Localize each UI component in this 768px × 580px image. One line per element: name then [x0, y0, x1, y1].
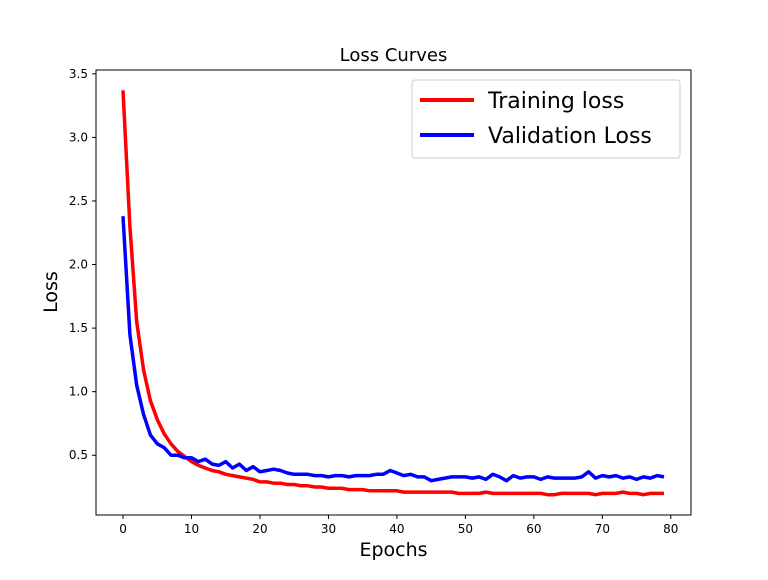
y-tick-label: 1.0 — [69, 385, 88, 399]
axes-frame — [95, 69, 692, 516]
y-tick-label: 0.5 — [69, 448, 88, 462]
y-tick-label: 1.5 — [69, 321, 88, 335]
chart-title: Loss Curves — [340, 45, 448, 66]
y-tick-label: 3.5 — [69, 67, 88, 81]
x-tick-label: 10 — [184, 522, 199, 536]
x-tick-label: 20 — [252, 522, 267, 536]
x-tick-label: 0 — [119, 522, 127, 536]
x-tick-label: 30 — [321, 522, 336, 536]
y-axis-label: Loss — [40, 271, 62, 313]
y-tick-label: 2.0 — [69, 258, 88, 272]
legend-label-validation: Validation Loss — [488, 124, 652, 149]
legend: Training loss Validation Loss — [411, 79, 681, 159]
x-tick-label: 50 — [458, 522, 473, 536]
legend-label-training: Training loss — [487, 89, 624, 114]
x-tick-label: 70 — [595, 522, 610, 536]
x-tick-label: 40 — [389, 522, 404, 536]
plot-area: 0 10 20 30 40 50 60 70 80 0.5 1.0 1.5 2.0 2.5 3.0 3.5 — [69, 67, 692, 536]
legend-frame — [411, 79, 681, 159]
y-tick-label: 2.5 — [69, 194, 88, 208]
series-line-training — [121, 90, 664, 497]
x-tick-label: 60 — [526, 522, 541, 536]
series-line-validation — [121, 216, 665, 483]
x-axis-label: Epochs — [359, 539, 427, 561]
y-tick-label: 3.0 — [69, 130, 88, 144]
x-tick-label: 80 — [663, 522, 678, 536]
